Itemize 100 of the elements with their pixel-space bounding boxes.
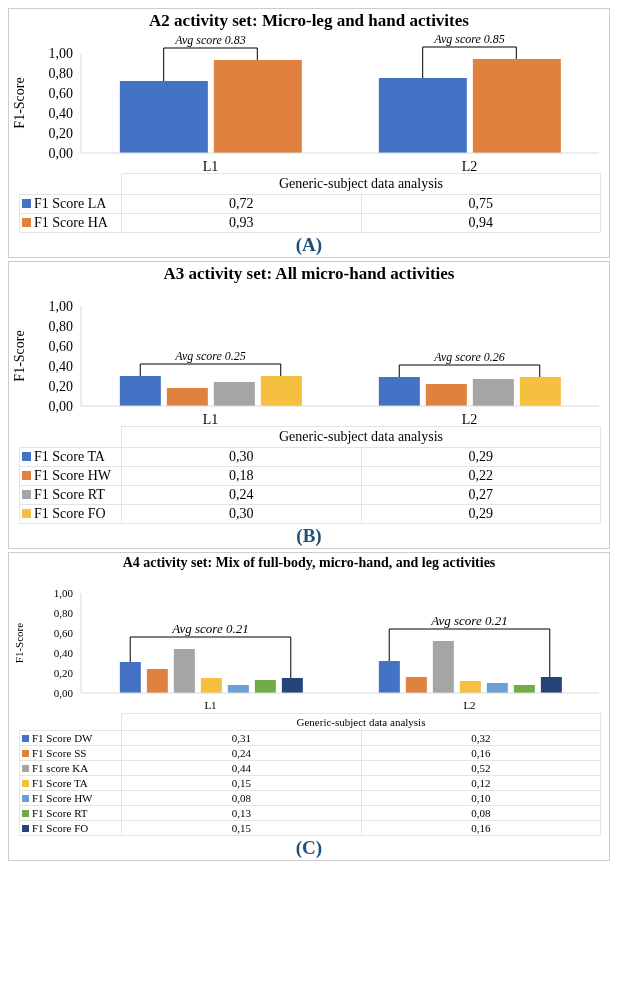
annotation: Avg score 0.26 bbox=[433, 350, 505, 364]
y-tick-label: 0,80 bbox=[48, 65, 73, 81]
data-label: 0,30 bbox=[121, 447, 361, 467]
data-label: 0,10 bbox=[361, 790, 601, 806]
y-tick-label: 1,00 bbox=[53, 586, 74, 599]
bar bbox=[432, 641, 454, 693]
legend-label: F1 Score SS bbox=[19, 745, 122, 761]
y-tick-label: 0,40 bbox=[48, 105, 73, 121]
legend-label: F1 Score RT bbox=[19, 485, 122, 505]
bar bbox=[378, 661, 400, 693]
data-label: 0,16 bbox=[361, 745, 601, 761]
y-tick-label: 0,20 bbox=[53, 666, 74, 679]
bar bbox=[166, 388, 208, 406]
legend-label: F1 score KA bbox=[19, 760, 122, 776]
data-label: 0,31 bbox=[121, 730, 361, 746]
data-label: 0,12 bbox=[361, 775, 601, 791]
bar bbox=[213, 60, 302, 153]
y-tick-label: 0,60 bbox=[53, 626, 74, 639]
legend-label: F1 Score LA bbox=[19, 194, 122, 214]
bar bbox=[540, 677, 562, 693]
text: (B) bbox=[295, 524, 323, 548]
x-tick-label: L2 bbox=[461, 411, 478, 427]
legend-label: F1 Score DW bbox=[19, 730, 122, 746]
legend-label: F1 Score FO bbox=[19, 504, 122, 524]
legend-label: F1 Score HA bbox=[19, 213, 122, 233]
y-tick-label: 0,20 bbox=[48, 125, 73, 141]
x-axis-title: Generic-subject data analysis bbox=[121, 713, 601, 731]
text: (A) bbox=[294, 233, 324, 257]
data-label: 0,32 bbox=[361, 730, 601, 746]
chart-title: A3 activity set: All micro-hand activities bbox=[162, 263, 456, 284]
x-axis-title: Generic-subject data analysis bbox=[121, 173, 601, 195]
y-tick-label: 0,00 bbox=[53, 686, 74, 699]
bar bbox=[119, 376, 161, 406]
y-tick-label: 0,80 bbox=[53, 606, 74, 619]
bar bbox=[119, 81, 208, 153]
x-tick-label: L2 bbox=[463, 698, 476, 711]
bar bbox=[213, 382, 255, 406]
bar bbox=[472, 59, 561, 153]
y-axis-title: F1-Score bbox=[12, 622, 25, 664]
data-label: 0,15 bbox=[121, 820, 361, 836]
bar bbox=[378, 377, 420, 406]
bar bbox=[425, 384, 467, 406]
data-label: 0,16 bbox=[361, 820, 601, 836]
data-label: 0,24 bbox=[121, 485, 361, 505]
data-label: 0,93 bbox=[121, 213, 361, 233]
y-tick-label: 0,80 bbox=[48, 318, 73, 334]
data-label: 0,08 bbox=[361, 805, 601, 821]
data-label: 0,22 bbox=[361, 466, 601, 486]
legend-label: F1 Score FO bbox=[19, 820, 122, 836]
bar bbox=[281, 678, 303, 693]
bar bbox=[173, 649, 195, 693]
legend-label: F1 Score TA bbox=[19, 775, 122, 791]
data-label: 0,30 bbox=[121, 504, 361, 524]
annotation: Avg score 0.21 bbox=[430, 613, 508, 628]
annotation: Avg score 0.25 bbox=[174, 349, 246, 363]
data-label: 0,18 bbox=[121, 466, 361, 486]
y-axis-title: F1-Score bbox=[11, 330, 27, 382]
x-tick-label: L1 bbox=[202, 158, 219, 174]
bar bbox=[472, 379, 514, 406]
annotation: Avg score 0.21 bbox=[171, 621, 249, 636]
legend-label: F1 Score TA bbox=[19, 447, 122, 467]
x-tick-label: L1 bbox=[202, 411, 219, 427]
y-axis-title: F1-Score bbox=[11, 77, 27, 129]
y-tick-label: 0,60 bbox=[48, 85, 73, 101]
x-tick-label: L1 bbox=[204, 698, 217, 711]
data-label: 0,29 bbox=[361, 447, 601, 467]
legend-label: F1 Score HW bbox=[19, 790, 122, 806]
data-label: 0,52 bbox=[361, 760, 601, 776]
y-tick-label: 0,60 bbox=[48, 338, 73, 354]
bar bbox=[405, 677, 427, 693]
data-label: 0,44 bbox=[121, 760, 361, 776]
y-tick-label: 1,00 bbox=[48, 45, 73, 61]
data-label: 0,27 bbox=[361, 485, 601, 505]
text: (C) bbox=[294, 836, 324, 860]
y-tick-label: 0,00 bbox=[48, 398, 73, 414]
y-tick-label: 0,00 bbox=[48, 145, 73, 161]
bar bbox=[200, 678, 222, 693]
x-tick-label: L2 bbox=[461, 158, 478, 174]
chart-title: A2 activity set: Micro-leg and hand activites bbox=[148, 10, 470, 31]
data-label: 0,13 bbox=[121, 805, 361, 821]
data-label: 0,29 bbox=[361, 504, 601, 524]
y-tick-label: 0,40 bbox=[53, 646, 74, 659]
legend-label: F1 Score HW bbox=[19, 466, 122, 486]
data-label: 0,72 bbox=[121, 194, 361, 214]
legend-label: F1 Score RT bbox=[19, 805, 122, 821]
bar bbox=[519, 377, 561, 406]
bar bbox=[146, 669, 168, 693]
data-label: 0,24 bbox=[121, 745, 361, 761]
y-tick-label: 0,20 bbox=[48, 378, 73, 394]
bar bbox=[459, 681, 481, 693]
text: Avg score 0.85 bbox=[433, 32, 505, 46]
y-tick-label: 1,00 bbox=[48, 298, 73, 314]
x-axis-title: Generic-subject data analysis bbox=[121, 426, 601, 448]
chart-title: A4 activity set: Mix of full-body, micro-hand, and leg activities bbox=[121, 554, 497, 571]
bar bbox=[486, 683, 508, 693]
bar bbox=[119, 662, 141, 693]
data-label: 0,75 bbox=[361, 194, 601, 214]
bar bbox=[260, 376, 302, 406]
data-label: 0,94 bbox=[361, 213, 601, 233]
data-label: 0,15 bbox=[121, 775, 361, 791]
